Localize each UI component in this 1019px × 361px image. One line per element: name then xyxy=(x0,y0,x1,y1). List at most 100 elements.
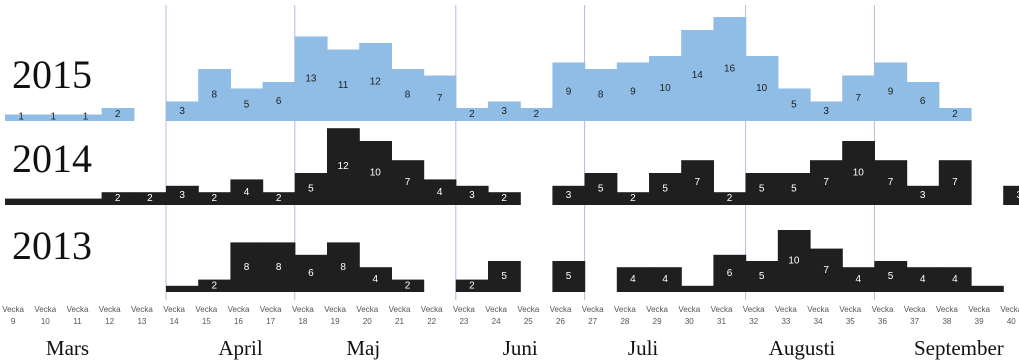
tick-label-word: Vecka xyxy=(163,305,185,314)
data-label: 1 xyxy=(18,112,24,123)
tick-label-number: 13 xyxy=(137,317,146,326)
bar xyxy=(69,114,103,121)
tick-label-word: Vecka xyxy=(582,305,604,314)
data-label: 5 xyxy=(566,271,572,282)
bar xyxy=(938,108,972,121)
tick-label-word: Vecka xyxy=(872,305,894,314)
bar xyxy=(681,285,714,292)
bar xyxy=(423,179,457,205)
tick-label-word: Vecka xyxy=(195,305,217,314)
tick-label-number: 38 xyxy=(942,317,951,326)
tick-label-number: 39 xyxy=(975,317,984,326)
data-label: 9 xyxy=(566,86,572,97)
tick-label-word: Vecka xyxy=(2,305,24,314)
tick-label-word: Vecka xyxy=(517,305,539,314)
bar xyxy=(37,114,70,121)
data-label: 2 xyxy=(952,109,958,120)
tick-label-number: 37 xyxy=(910,317,919,326)
bar xyxy=(874,261,908,292)
data-label: 6 xyxy=(920,96,926,107)
tick-label-number: 29 xyxy=(653,317,662,326)
data-label: 3 xyxy=(179,190,185,201)
bar xyxy=(552,261,586,292)
data-label: 2 xyxy=(147,193,153,204)
tick-label-word: Vecka xyxy=(936,305,958,314)
data-label: 3 xyxy=(179,106,185,117)
tick-label-number: 20 xyxy=(363,317,372,326)
data-label: 12 xyxy=(338,161,350,172)
data-label: 6 xyxy=(276,96,282,107)
bar xyxy=(166,285,199,292)
tick-label-word: Vecka xyxy=(807,305,829,314)
bar xyxy=(327,49,360,121)
data-label: 4 xyxy=(952,274,958,285)
bar xyxy=(5,198,38,205)
bar xyxy=(649,56,682,121)
data-label: 5 xyxy=(244,99,250,110)
data-label: 5 xyxy=(501,271,507,282)
bar xyxy=(391,160,425,205)
bar xyxy=(649,173,682,205)
tick-label-word: Vecka xyxy=(453,305,475,314)
year-label: 2014 xyxy=(12,136,92,181)
data-label: 10 xyxy=(853,168,865,179)
tick-label-number: 18 xyxy=(298,317,307,326)
bar xyxy=(37,198,70,205)
tick-label-word: Vecka xyxy=(743,305,765,314)
tick-label-number: 17 xyxy=(266,317,275,326)
data-label: 4 xyxy=(630,274,636,285)
bar xyxy=(713,17,747,121)
bar xyxy=(166,185,199,205)
data-label: 6 xyxy=(308,268,314,279)
data-label: 1 xyxy=(83,112,89,123)
bar xyxy=(359,267,392,292)
series-group-2014: 2014 2 2 3 2 4 2 5 12 10 7 4 3 2 3 5 2 5 7 2 5 5 7 10 7 3 7 3 xyxy=(5,128,1019,205)
bar xyxy=(262,242,296,292)
month-label: September xyxy=(914,336,1004,360)
bar xyxy=(874,160,908,205)
tick-label-number: 12 xyxy=(105,317,114,326)
data-label: 3 xyxy=(501,106,507,117)
month-label: Augusti xyxy=(769,336,836,360)
month-label: Juni xyxy=(503,336,538,360)
data-label: 7 xyxy=(405,177,411,188)
bar xyxy=(101,108,135,121)
bar xyxy=(359,43,392,121)
tick-label-number: 15 xyxy=(202,317,211,326)
bar xyxy=(842,75,875,121)
bar xyxy=(198,279,231,292)
tick-label-number: 33 xyxy=(781,317,790,326)
data-label: 10 xyxy=(756,83,768,94)
bar xyxy=(455,279,489,292)
data-label: 11 xyxy=(338,80,349,91)
bar xyxy=(616,62,650,121)
bar xyxy=(69,198,103,205)
tick-label-word: Vecka xyxy=(904,305,926,314)
tick-label-word: Vecka xyxy=(292,305,314,314)
bar xyxy=(262,192,296,205)
data-label: 16 xyxy=(724,64,736,75)
bar xyxy=(906,82,940,121)
bar xyxy=(906,185,940,205)
data-label: 8 xyxy=(340,262,346,273)
data-label: 9 xyxy=(888,86,894,97)
data-label: 4 xyxy=(244,187,250,198)
data-label: 3 xyxy=(566,190,572,201)
tick-label-word: Vecka xyxy=(968,305,990,314)
bar xyxy=(5,114,38,121)
data-label: 2 xyxy=(115,109,121,120)
tick-label-number: 23 xyxy=(459,317,468,326)
data-label: 3 xyxy=(1017,190,1019,201)
bar xyxy=(262,82,296,121)
bar xyxy=(745,261,779,292)
data-label: 4 xyxy=(662,274,668,285)
bar xyxy=(616,267,650,292)
data-label: 10 xyxy=(660,83,672,94)
data-label: 12 xyxy=(370,77,382,88)
tick-label-number: 9 xyxy=(11,317,16,326)
data-label: 10 xyxy=(788,256,800,267)
data-label: 5 xyxy=(759,271,765,282)
tick-label-word: Vecka xyxy=(711,305,733,314)
data-label: 4 xyxy=(920,274,926,285)
